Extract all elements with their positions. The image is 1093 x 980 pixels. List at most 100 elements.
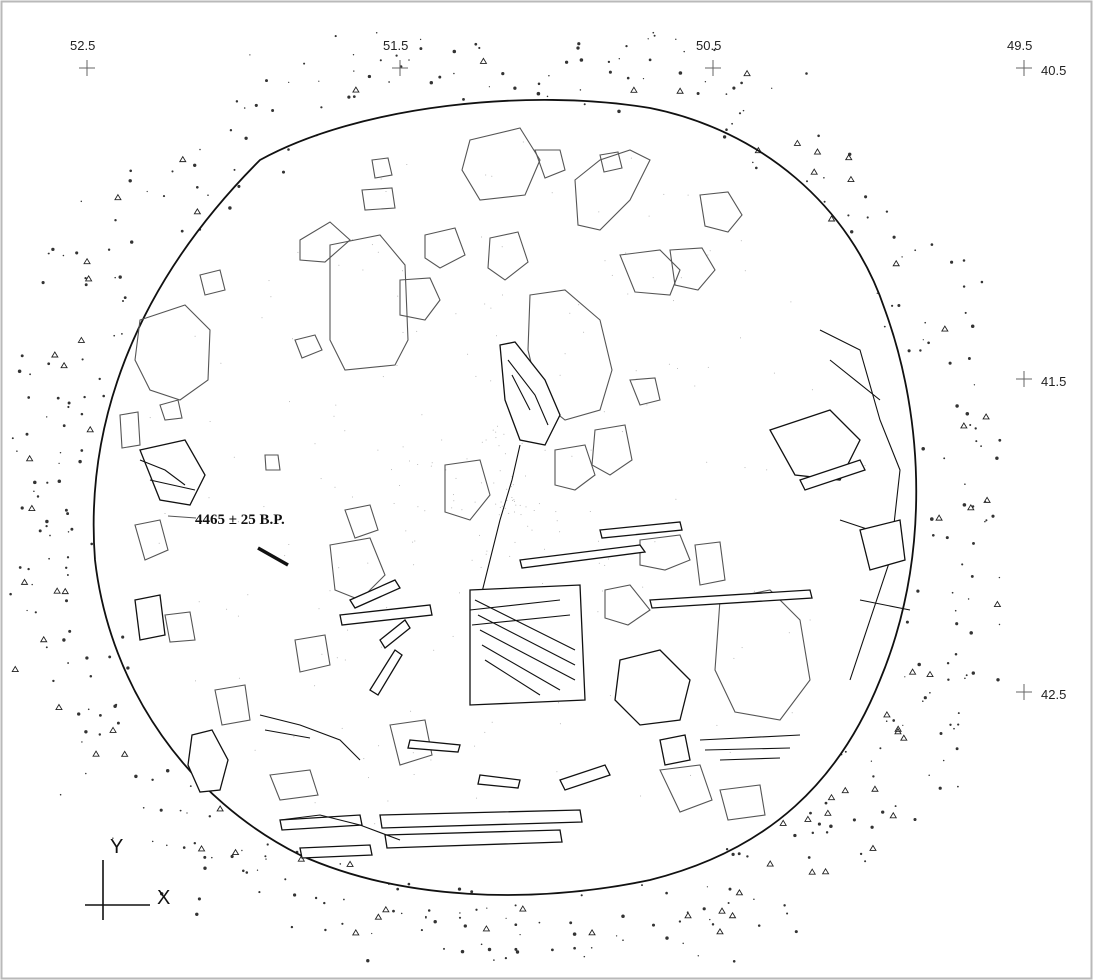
- scatter-dot: [458, 916, 462, 919]
- scatter-dot: [318, 80, 320, 82]
- stone: [424, 227, 466, 269]
- scatter-dot: [151, 778, 154, 782]
- scatter-dot: [608, 70, 612, 74]
- fill-dot: [680, 277, 682, 279]
- stone: [574, 149, 651, 231]
- fill-dot: [344, 659, 346, 661]
- long-bone: [379, 809, 583, 829]
- scatter-dot: [478, 46, 481, 50]
- fill-dot: [417, 506, 419, 508]
- fill-dot: [424, 510, 426, 512]
- fill-dot: [474, 745, 476, 747]
- vertebrae: [859, 519, 906, 571]
- scatter-dot: [130, 240, 134, 244]
- scatter-dot: [583, 103, 586, 106]
- stone: [361, 187, 396, 211]
- scatter-triangle: [684, 911, 692, 919]
- fill-dot: [501, 505, 503, 507]
- fill-dot: [589, 511, 591, 512]
- stone: [329, 234, 409, 371]
- scatter-dot: [87, 708, 90, 711]
- scatter-dot: [159, 808, 163, 812]
- scatter-dot: [62, 424, 66, 428]
- scatter-dot: [17, 369, 22, 374]
- scatter-dot: [45, 524, 48, 528]
- scatter-triangle: [908, 668, 917, 675]
- scatter-dot: [946, 661, 950, 665]
- fill-dot: [485, 174, 487, 176]
- scatter-dot: [129, 169, 132, 173]
- scatter-dot: [81, 358, 84, 361]
- scatter-dot: [732, 960, 736, 963]
- scatter-dot: [641, 884, 643, 887]
- scatter-triangle: [883, 711, 891, 718]
- fill-dot: [603, 411, 605, 413]
- stone: [159, 399, 183, 421]
- scatter-dot: [913, 817, 917, 822]
- scatter-dot: [65, 599, 68, 603]
- skull: [659, 734, 691, 766]
- fill-dot: [788, 632, 790, 634]
- stone: [294, 634, 331, 673]
- scatter-triangle: [346, 860, 354, 867]
- fill-dot: [604, 564, 606, 566]
- fill-dot: [512, 484, 514, 486]
- fill-dot: [741, 647, 743, 649]
- scatter-dot: [580, 894, 583, 897]
- scatter-dot: [20, 354, 24, 358]
- scatter-dot: [320, 106, 323, 109]
- fill-dot: [522, 141, 524, 143]
- scatter-dot: [683, 50, 685, 53]
- fill-dot: [378, 745, 380, 747]
- scatter-dot: [647, 38, 649, 40]
- scatter-dot: [341, 922, 344, 925]
- long-bone: [559, 764, 611, 791]
- fill-dot: [583, 331, 585, 333]
- fill-dot: [556, 771, 558, 773]
- scatter-dot: [112, 837, 114, 839]
- scatter-dot: [265, 79, 268, 83]
- scatter-dot: [938, 786, 942, 790]
- fill-dot: [571, 455, 573, 457]
- scatter-dot: [208, 815, 212, 818]
- skull: [187, 729, 229, 793]
- scatter-dot: [965, 674, 968, 677]
- fill-dot: [773, 372, 775, 374]
- scatter-dot: [905, 620, 909, 624]
- fill-dot: [237, 615, 239, 617]
- scatter-dot: [211, 856, 213, 859]
- scatter-dot: [618, 58, 620, 60]
- fill-dot: [604, 260, 606, 262]
- scatter-dot: [67, 405, 70, 409]
- fill-dot: [729, 751, 731, 753]
- scatter-dot: [66, 556, 70, 559]
- fill-dot: [245, 517, 247, 519]
- grid-crosses: [79, 60, 1032, 700]
- fill-dot: [391, 469, 392, 471]
- scatter-dot: [271, 109, 275, 112]
- scatter-triangle: [193, 207, 202, 215]
- scatter-dot: [324, 928, 327, 932]
- stone: [214, 684, 251, 726]
- scatter-triangle: [894, 725, 902, 732]
- fill-dot: [433, 649, 435, 651]
- skeletal-remains: [134, 329, 911, 859]
- scatter-dot: [607, 60, 611, 64]
- scatter-dot: [965, 412, 970, 416]
- scatter-dot: [233, 168, 236, 171]
- scatter-dot: [265, 858, 267, 860]
- scatter-triangle: [935, 514, 943, 521]
- scatter-dot: [266, 843, 269, 846]
- scatter-dot: [971, 671, 975, 675]
- scatter-dot: [67, 662, 70, 664]
- fill-dot: [744, 467, 746, 469]
- scatter-dot: [303, 62, 306, 65]
- scatter-dot: [879, 747, 882, 750]
- scatter-dot: [805, 180, 809, 183]
- scatter-dot: [590, 947, 593, 949]
- scatter-dot: [922, 339, 924, 341]
- fill-dot: [270, 296, 272, 298]
- scatter-dot: [514, 947, 518, 951]
- scatter-dot: [964, 311, 967, 314]
- fill-dot: [261, 317, 263, 319]
